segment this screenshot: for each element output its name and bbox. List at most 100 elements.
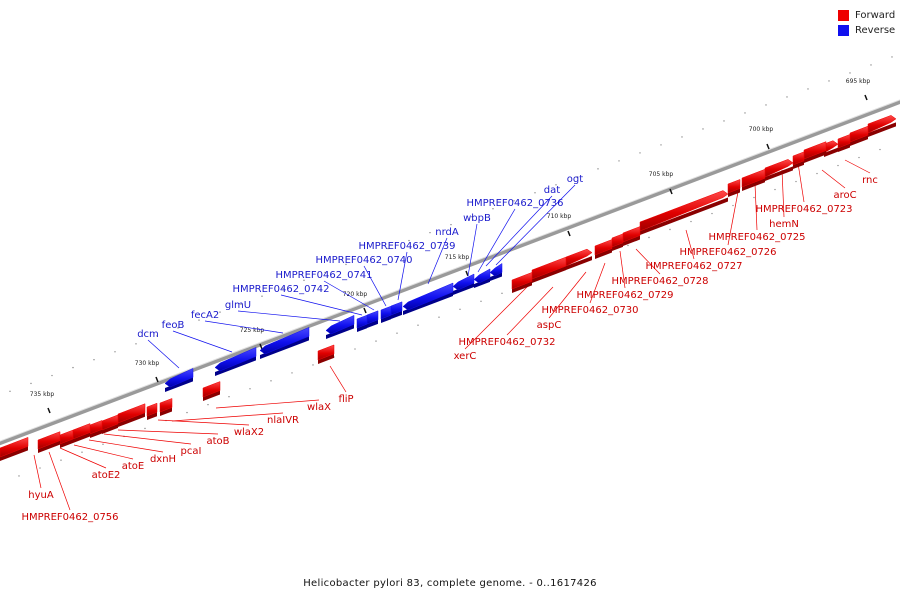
- minor-tick-dot: [282, 287, 284, 290]
- tick-label-1: 700 kbp: [749, 126, 774, 133]
- forward-leader-line: [635, 248, 661, 275]
- minor-tick-dot: [816, 172, 818, 175]
- reverse-leader-line: [495, 184, 576, 266]
- minor-tick-dot: [471, 216, 473, 218]
- forward-gene-block: [511, 272, 533, 293]
- forward-gene-block: [0, 436, 29, 461]
- minor-tick-dot: [513, 200, 515, 202]
- reverse-gene-label: ogt: [567, 174, 583, 185]
- minor-tick-dot: [72, 366, 74, 369]
- minor-tick-dot: [354, 348, 356, 350]
- reverse-leader-line: [280, 294, 363, 316]
- minor-tick-dot: [492, 208, 494, 210]
- minor-tick-dot: [480, 300, 482, 303]
- minor-tick-dot: [135, 343, 137, 345]
- minor-tick-dot: [648, 236, 650, 239]
- forward-gene-label: fliP: [338, 394, 353, 405]
- forward-gene-label: HMPREF0462_0730: [541, 305, 638, 316]
- tick-mark-3: [567, 230, 571, 237]
- reverse-gene-label: glmU: [225, 300, 251, 311]
- legend-reverse-label: Reverse: [855, 25, 896, 36]
- forward-leader-line: [781, 169, 785, 218]
- minor-tick-dot: [702, 128, 704, 130]
- minor-tick-dot: [450, 223, 452, 226]
- reverse-leader-line: [147, 339, 180, 369]
- minor-tick-dot: [177, 327, 179, 329]
- minor-tick-dot: [396, 332, 398, 334]
- minor-tick-dot: [669, 228, 671, 231]
- minor-tick-dot: [324, 271, 326, 274]
- forward-gene-label: hyuA: [28, 490, 54, 501]
- tick-mark-2: [669, 188, 673, 195]
- forward-leader-line: [727, 191, 739, 246]
- minor-tick-dot: [858, 156, 860, 159]
- minor-tick-dot: [807, 88, 809, 90]
- minor-tick-dot: [786, 96, 788, 98]
- forward-leader-line: [548, 271, 587, 319]
- minor-tick-dot: [891, 56, 893, 58]
- reverse-gene-block: [259, 327, 310, 359]
- forward-leader-line: [589, 262, 606, 304]
- minor-tick-dot: [270, 380, 272, 382]
- minor-tick-dot: [711, 212, 713, 215]
- reverse-leader-line: [467, 223, 478, 277]
- forward-gene-block: [849, 125, 869, 146]
- forward-gene-label: HMPREF0462_0729: [576, 290, 673, 301]
- forward-gene-block: [803, 141, 827, 163]
- minor-tick-dot: [261, 295, 263, 297]
- minor-tick-dot: [102, 443, 104, 446]
- minor-tick-dot: [765, 104, 767, 106]
- minor-tick-dot: [597, 168, 599, 170]
- forward-gene-label: HMPREF0462_0732: [458, 337, 555, 348]
- reverse-leader-line: [204, 320, 284, 334]
- minor-tick-dot: [627, 244, 629, 247]
- reverse-leader-line: [427, 237, 448, 285]
- forward-gene-label: aspC: [537, 320, 562, 331]
- minor-tick-dot: [18, 475, 20, 477]
- reverse-gene-block: [473, 268, 491, 288]
- forward-gene-label: dxnH: [150, 454, 176, 465]
- minor-tick-dot: [219, 311, 221, 313]
- forward-leader-line: [59, 447, 107, 469]
- minor-tick-dot: [156, 335, 158, 337]
- minor-tick-dot: [555, 184, 557, 186]
- minor-tick-dot: [870, 64, 872, 66]
- forward-gene-label: hemN: [769, 219, 799, 230]
- minor-tick-dot: [417, 324, 419, 326]
- reverse-gene-block: [380, 305, 392, 323]
- minor-tick-dot: [795, 180, 797, 183]
- minor-tick-dot: [240, 303, 242, 305]
- forward-leader-line: [88, 439, 164, 453]
- tick-label-7: 730 kbp: [135, 360, 160, 367]
- forward-gene-block: [101, 414, 119, 434]
- forward-leader-line: [329, 365, 347, 393]
- forward-leader-line: [48, 451, 71, 511]
- forward-leader-line: [506, 286, 554, 336]
- minor-tick-dot: [459, 308, 461, 310]
- minor-tick-dot: [60, 459, 62, 461]
- minor-tick-dot: [660, 144, 662, 146]
- forward-gene-label: wlaX: [307, 402, 331, 413]
- reverse-gene-label: fecA2: [191, 310, 219, 321]
- reverse-leader-line: [363, 265, 387, 307]
- forward-gene-block: [611, 233, 624, 251]
- reverse-leader-line: [477, 208, 516, 273]
- forward-gene-block: [622, 226, 641, 246]
- minor-tick-dot: [849, 72, 851, 74]
- minor-tick-dot: [429, 231, 431, 234]
- tick-label-0: 695 kbp: [846, 78, 871, 85]
- forward-leader-line: [754, 183, 758, 231]
- tick-label-5: 720 kbp: [343, 291, 368, 298]
- tick-label-4: 715 kbp: [445, 254, 470, 261]
- minor-tick-dot: [366, 255, 368, 258]
- minor-tick-dot: [732, 204, 734, 207]
- legend-forward-label: Forward: [855, 10, 896, 21]
- forward-gene-block: [37, 431, 61, 453]
- genome-backbone: [0, 99, 900, 446]
- forward-leader-line: [117, 429, 219, 435]
- minor-tick-dot: [312, 364, 314, 366]
- minor-tick-dot: [51, 374, 53, 377]
- reverse-gene-label: dcm: [137, 329, 159, 340]
- reverse-gene-block: [402, 282, 454, 315]
- forward-gene-block: [764, 159, 794, 181]
